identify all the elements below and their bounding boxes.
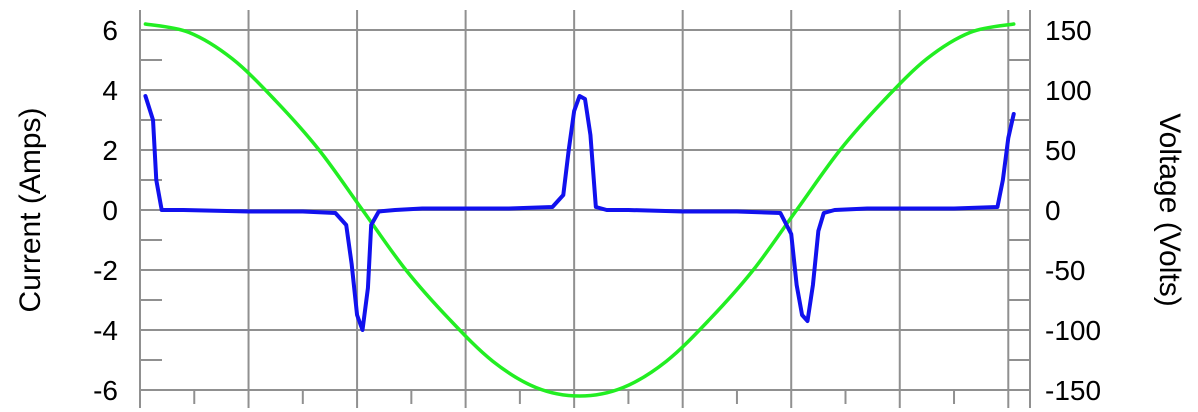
right-tick-label: 150 [1045, 15, 1092, 46]
left-tick-label: 6 [102, 15, 118, 46]
left-axis-title: Current (Amps) [14, 107, 47, 312]
left-tick-label: -6 [93, 375, 118, 406]
right-axis-title: Voltage (Volts) [1153, 113, 1186, 306]
right-tick-label: 100 [1045, 75, 1092, 106]
left-tick-label: 2 [102, 135, 118, 166]
right-tick-label: 50 [1045, 135, 1076, 166]
grid [139, 10, 1031, 408]
right-tick-label: -50 [1045, 255, 1085, 286]
left-axis-ticks: 6 4 2 0 -2 -4 -6 [93, 15, 118, 406]
voltage-series-line [143, 22, 1016, 398]
right-tick-label: -100 [1045, 315, 1101, 346]
left-tick-label: -2 [93, 255, 118, 286]
left-tick-label: 4 [102, 75, 118, 106]
left-tick-label: -4 [93, 315, 118, 346]
current-series-line [143, 94, 1016, 332]
right-tick-label: -150 [1045, 375, 1101, 406]
left-tick-label: 0 [102, 195, 118, 226]
right-tick-label: 0 [1045, 195, 1061, 226]
right-axis-ticks: 150 100 50 0 -50 -100 -150 [1045, 15, 1101, 406]
series-layer [143, 22, 1016, 398]
